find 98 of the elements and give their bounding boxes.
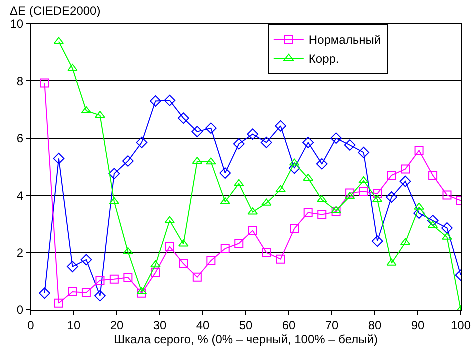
point bbox=[122, 156, 134, 167]
point bbox=[401, 164, 410, 174]
point bbox=[233, 138, 245, 150]
point bbox=[110, 274, 119, 284]
point bbox=[96, 276, 105, 286]
point bbox=[248, 208, 258, 215]
point bbox=[288, 162, 300, 174]
point bbox=[137, 288, 146, 298]
point bbox=[330, 132, 342, 144]
point bbox=[303, 174, 314, 181]
point bbox=[68, 287, 78, 296]
point bbox=[164, 94, 176, 106]
point bbox=[386, 258, 397, 266]
y-axis-title: ΔE (CIEDE2000) bbox=[10, 4, 101, 18]
point bbox=[332, 207, 341, 216]
x-tick-label: 70 bbox=[325, 318, 339, 332]
point bbox=[205, 122, 217, 134]
point bbox=[95, 111, 106, 118]
point bbox=[192, 272, 202, 282]
point bbox=[414, 202, 424, 210]
point bbox=[275, 120, 287, 132]
x-axis-title: Шкала серого, % (0% – черный, 100% – белый) bbox=[114, 332, 378, 346]
point bbox=[206, 256, 216, 266]
point bbox=[124, 273, 133, 282]
point bbox=[80, 254, 92, 266]
point bbox=[234, 239, 244, 248]
point bbox=[150, 96, 162, 107]
point bbox=[108, 168, 120, 180]
point bbox=[344, 140, 356, 151]
x-tick-label: 0 bbox=[28, 318, 35, 332]
point bbox=[178, 240, 189, 247]
point bbox=[178, 112, 190, 124]
point bbox=[358, 147, 370, 158]
point bbox=[260, 136, 272, 148]
point bbox=[442, 232, 452, 240]
point bbox=[39, 288, 50, 300]
point bbox=[400, 176, 412, 188]
point bbox=[220, 244, 230, 254]
point bbox=[442, 222, 453, 234]
point bbox=[414, 208, 425, 220]
point bbox=[302, 136, 314, 148]
point bbox=[304, 208, 313, 218]
x-tick-label: 50 bbox=[239, 318, 253, 332]
point bbox=[358, 176, 369, 184]
y-tick-label: 8 bbox=[16, 74, 24, 88]
point bbox=[220, 197, 230, 204]
legend-label: Нормальный bbox=[308, 33, 382, 48]
point bbox=[428, 171, 438, 180]
point bbox=[136, 136, 148, 148]
y-tick-label: 6 bbox=[16, 132, 24, 146]
point bbox=[192, 126, 204, 138]
x-tick-label: 90 bbox=[411, 318, 425, 332]
point bbox=[386, 192, 398, 204]
x-tick-label: 60 bbox=[282, 318, 296, 332]
point bbox=[68, 64, 78, 72]
point bbox=[247, 128, 259, 140]
point bbox=[373, 189, 382, 198]
point bbox=[220, 168, 232, 179]
point bbox=[179, 259, 188, 268]
point bbox=[414, 146, 424, 156]
y-tick-label: 0 bbox=[16, 303, 24, 318]
point bbox=[372, 236, 384, 248]
point bbox=[123, 247, 134, 254]
y-tick-label: 10 bbox=[10, 17, 24, 32]
point bbox=[206, 158, 216, 165]
point bbox=[316, 158, 328, 170]
point bbox=[290, 224, 300, 234]
x-tick-label: 20 bbox=[110, 318, 124, 332]
x-tick-label: 80 bbox=[368, 318, 382, 332]
point bbox=[262, 198, 272, 206]
y-tick-label: 4 bbox=[16, 188, 24, 203]
point bbox=[276, 185, 286, 192]
point bbox=[318, 210, 327, 220]
point bbox=[165, 242, 174, 252]
point bbox=[40, 78, 50, 88]
point bbox=[427, 215, 439, 226]
y-tick-label: 2 bbox=[16, 246, 24, 260]
point bbox=[262, 248, 272, 258]
point bbox=[442, 190, 452, 200]
point bbox=[82, 288, 91, 298]
point bbox=[331, 206, 342, 214]
point bbox=[276, 254, 286, 264]
point bbox=[151, 268, 160, 278]
point bbox=[234, 179, 244, 186]
legend-label: Корр. bbox=[308, 52, 340, 66]
point bbox=[359, 187, 368, 196]
x-tick-label: 100 bbox=[450, 318, 472, 332]
point bbox=[94, 290, 106, 302]
point bbox=[53, 153, 65, 164]
x-tick-label: 10 bbox=[67, 318, 81, 332]
point bbox=[54, 298, 64, 308]
point bbox=[150, 260, 161, 268]
x-tick-label: 30 bbox=[153, 318, 167, 332]
point bbox=[387, 171, 396, 180]
point bbox=[346, 188, 355, 198]
point bbox=[67, 261, 78, 273]
x-tick-label: 40 bbox=[196, 318, 210, 332]
point bbox=[248, 226, 258, 236]
